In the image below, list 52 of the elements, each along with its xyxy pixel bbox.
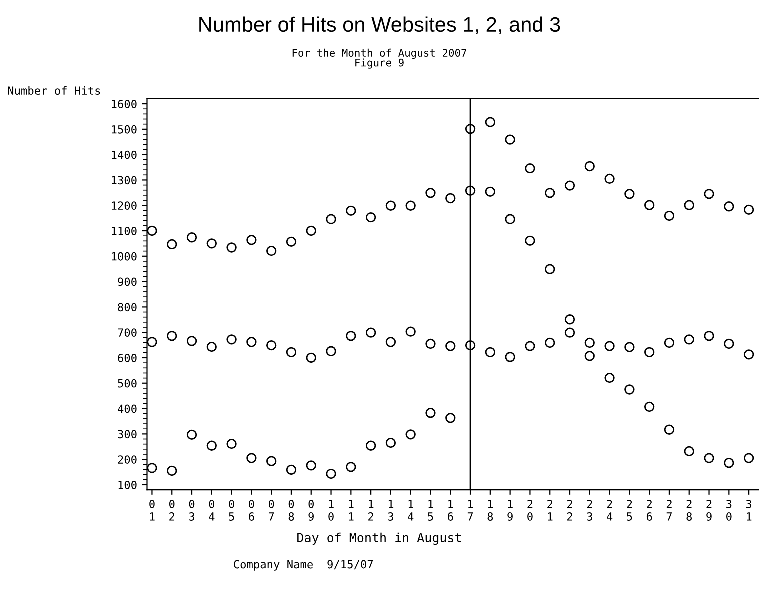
x-tick-label: 25 xyxy=(627,500,632,521)
y-tick-label: 200 xyxy=(118,456,137,464)
y-tick-label: 500 xyxy=(118,379,137,388)
y-axis-title: Number of Hits xyxy=(8,86,100,96)
x-tick-label: 12 xyxy=(368,500,374,521)
x-tick-label: 05 xyxy=(229,500,234,521)
x-tick-label: 22 xyxy=(567,500,572,521)
x-tick-label: 26 xyxy=(646,500,652,521)
x-tick-label: 11 xyxy=(349,500,354,521)
x-tick-label: 18 xyxy=(488,500,494,521)
text: Company Name 9/15/07 xyxy=(234,560,374,571)
x-tick-label: 13 xyxy=(388,500,394,521)
y-tick-label: 1100 xyxy=(112,227,137,236)
y-tick-label: 600 xyxy=(118,354,137,362)
x-axis-title: Day of Month in August xyxy=(298,532,462,546)
x-tick-label: 01 xyxy=(150,500,155,521)
chart-subtitle: For the Month of August 2007 Figure 9 xyxy=(292,48,467,69)
x-tick-label: 03 xyxy=(189,500,195,521)
x-tick-label: 20 xyxy=(528,500,533,521)
y-tick-label: 900 xyxy=(118,278,137,286)
x-tick-label: 14 xyxy=(408,500,414,521)
y-tick-label: 400 xyxy=(118,404,137,414)
x-tick-label: 16 xyxy=(448,500,454,521)
y-tick-label: 1400 xyxy=(112,150,137,160)
x-tick-label: 23 xyxy=(587,500,592,521)
y-tick-label: 300 xyxy=(118,430,137,439)
x-tick-label: 10 xyxy=(328,500,334,521)
x-tick-label: 31 xyxy=(746,500,752,521)
x-tick-label: 06 xyxy=(249,500,254,521)
y-tick-label: 1000 xyxy=(112,252,137,261)
x-tick-label: 30 xyxy=(726,500,732,521)
x-tick-label: 04 xyxy=(209,500,215,521)
y-tick-label: 800 xyxy=(118,303,137,312)
x-tick-label: 29 xyxy=(706,500,712,521)
chart-title: Number of Hits on Websites 1, 2, and 3 xyxy=(200,16,560,35)
x-tick-label: 24 xyxy=(607,500,613,521)
y-tick-label: 1300 xyxy=(112,176,137,185)
y-tick-label: 1200 xyxy=(112,202,137,210)
y-tick-label: 100 xyxy=(118,480,137,490)
x-tick-label: 17 xyxy=(468,500,474,521)
x-tick-label: 28 xyxy=(686,500,692,521)
x-tick-label: 09 xyxy=(308,500,314,521)
y-tick-label: 1500 xyxy=(112,125,137,134)
x-tick-label: 08 xyxy=(288,500,294,521)
x-tick-label: 27 xyxy=(666,500,672,521)
y-tick-label: 700 xyxy=(118,328,137,338)
y-tick-label: 1600 xyxy=(112,100,137,108)
x-tick-label: 21 xyxy=(548,500,553,521)
x-tick-label: 19 xyxy=(508,500,513,521)
x-tick-label: 02 xyxy=(169,500,175,521)
x-tick-label: 15 xyxy=(428,500,434,521)
x-tick-label: 07 xyxy=(268,500,274,521)
